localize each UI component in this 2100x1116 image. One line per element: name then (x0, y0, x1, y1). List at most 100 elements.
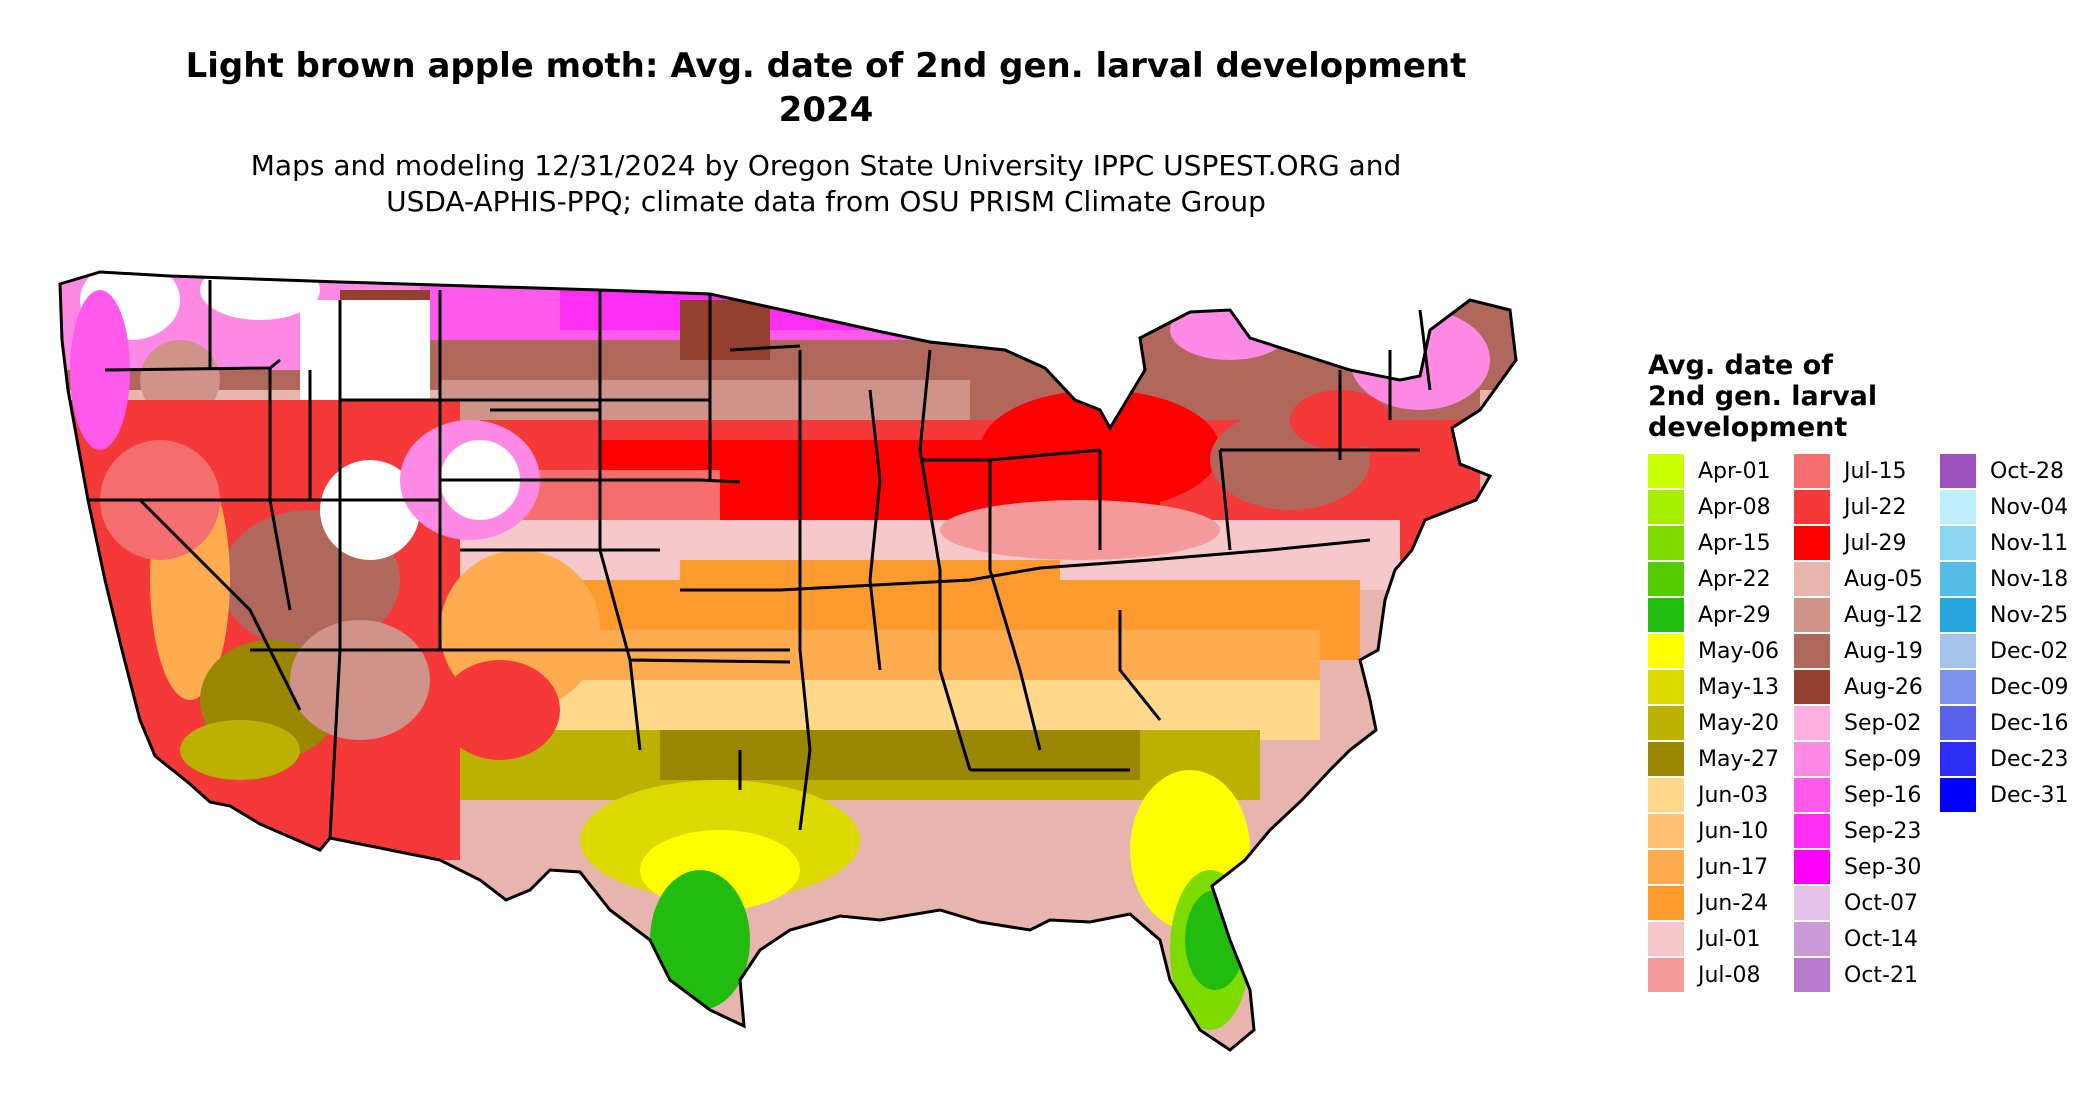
legend-label: Jun-17 (1698, 855, 1769, 880)
legend-item: May-06 (1648, 634, 1798, 670)
legend-swatch (1940, 490, 1976, 524)
legend-title-line: 2nd gen. larval (1648, 381, 1878, 412)
legend-label: Jun-24 (1698, 891, 1769, 916)
legend-label: May-06 (1698, 639, 1780, 664)
legend-swatch (1794, 922, 1830, 956)
legend-swatch (1940, 562, 1976, 596)
legend-item: Apr-08 (1648, 490, 1798, 526)
legend-item: Jul-08 (1648, 958, 1798, 994)
legend-label: Sep-23 (1844, 819, 1922, 844)
legend-item: Nov-04 (1940, 490, 2090, 526)
legend-swatch (1794, 850, 1830, 884)
legend-item: Jun-10 (1648, 814, 1798, 850)
legend-label: Jul-08 (1698, 963, 1761, 988)
legend-item: Nov-25 (1940, 598, 2090, 634)
legend-swatch (1940, 598, 1976, 632)
legend-label: Sep-09 (1844, 747, 1922, 772)
legend-label: Aug-05 (1844, 567, 1923, 592)
legend-label: Dec-02 (1990, 639, 2069, 664)
legend-swatch (1940, 706, 1976, 740)
legend-label: Nov-11 (1990, 531, 2069, 556)
legend-swatch (1794, 490, 1830, 524)
legend-item: Sep-23 (1794, 814, 1944, 850)
legend-title-line: development (1648, 412, 1848, 443)
legend-item: Jul-22 (1794, 490, 1944, 526)
legend-swatch (1794, 634, 1830, 668)
legend-label: Apr-15 (1698, 531, 1771, 556)
legend-item: May-13 (1648, 670, 1798, 706)
legend-item: Sep-02 (1794, 706, 1944, 742)
legend-label: Jul-15 (1844, 459, 1907, 484)
legend-swatch (1794, 598, 1830, 632)
legend-swatch (1648, 526, 1684, 560)
legend-label: Aug-26 (1844, 675, 1923, 700)
legend-swatch (1794, 454, 1830, 488)
legend-item: Dec-09 (1940, 670, 2090, 706)
legend-item: Jun-17 (1648, 850, 1798, 886)
legend-title-line: Avg. date of (1648, 350, 1833, 381)
legend-item: Dec-23 (1940, 742, 2090, 778)
legend-label: Oct-21 (1844, 963, 1918, 988)
legend-item: Aug-05 (1794, 562, 1944, 598)
legend-label: Oct-14 (1844, 927, 1918, 952)
legend-label: Sep-02 (1844, 711, 1922, 736)
legend-item: Oct-28 (1940, 454, 2090, 490)
legend-item: Apr-15 (1648, 526, 1798, 562)
legend-swatch (1648, 490, 1684, 524)
legend-label: May-20 (1698, 711, 1780, 736)
legend-swatch (1648, 598, 1684, 632)
legend-item: Nov-18 (1940, 562, 2090, 598)
legend-item: May-20 (1648, 706, 1798, 742)
legend-label: Sep-30 (1844, 855, 1922, 880)
legend-item: Jul-15 (1794, 454, 1944, 490)
legend-label: Apr-22 (1698, 567, 1771, 592)
legend-swatch (1940, 634, 1976, 668)
legend-item: Jun-03 (1648, 778, 1798, 814)
legend: Apr-01 Apr-08 Apr-15 Apr-22 Apr-29 May-06 May-… (1648, 454, 2088, 1014)
legend-label: Apr-08 (1698, 495, 1771, 520)
legend-title: Avg. date of 2nd gen. larval development (1648, 350, 1908, 443)
legend-label: Apr-29 (1698, 603, 1771, 628)
legend-swatch (1794, 562, 1830, 596)
legend-swatch (1794, 814, 1830, 848)
legend-swatch (1794, 742, 1830, 776)
legend-item: Apr-01 (1648, 454, 1798, 490)
legend-item: Sep-09 (1794, 742, 1944, 778)
legend-swatch (1794, 778, 1830, 812)
legend-swatch (1794, 526, 1830, 560)
legend-item: Sep-16 (1794, 778, 1944, 814)
legend-swatch (1648, 634, 1684, 668)
legend-label: Oct-07 (1844, 891, 1918, 916)
legend-label: Dec-16 (1990, 711, 2069, 736)
legend-label: Dec-23 (1990, 747, 2069, 772)
legend-swatch (1648, 922, 1684, 956)
legend-item: Oct-21 (1794, 958, 1944, 994)
legend-item: Dec-16 (1940, 706, 2090, 742)
legend-item: Jul-29 (1794, 526, 1944, 562)
legend-item: Jul-01 (1648, 922, 1798, 958)
state-borders (58, 270, 1518, 1052)
legend-label: Apr-01 (1698, 459, 1771, 484)
legend-item: Nov-11 (1940, 526, 2090, 562)
legend-label: Jul-01 (1698, 927, 1761, 952)
map-title: Light brown apple moth: Avg. date of 2nd… (0, 44, 1652, 132)
legend-item: Apr-22 (1648, 562, 1798, 598)
legend-swatch (1940, 742, 1976, 776)
legend-label: Aug-19 (1844, 639, 1923, 664)
legend-item: Apr-29 (1648, 598, 1798, 634)
legend-item: Sep-30 (1794, 850, 1944, 886)
legend-swatch (1648, 454, 1684, 488)
legend-swatch (1648, 562, 1684, 596)
legend-swatch (1794, 706, 1830, 740)
legend-item: Oct-07 (1794, 886, 1944, 922)
legend-label: Jul-29 (1844, 531, 1907, 556)
legend-label: Nov-04 (1990, 495, 2069, 520)
legend-item: Dec-02 (1940, 634, 2090, 670)
legend-swatch (1940, 778, 1976, 812)
legend-item: Jun-24 (1648, 886, 1798, 922)
map-subtitle-line1: Maps and modeling 12/31/2024 by Oregon S… (250, 149, 1402, 182)
legend-swatch (1648, 814, 1684, 848)
legend-swatch (1648, 886, 1684, 920)
legend-swatch (1648, 670, 1684, 704)
legend-item: Aug-12 (1794, 598, 1944, 634)
